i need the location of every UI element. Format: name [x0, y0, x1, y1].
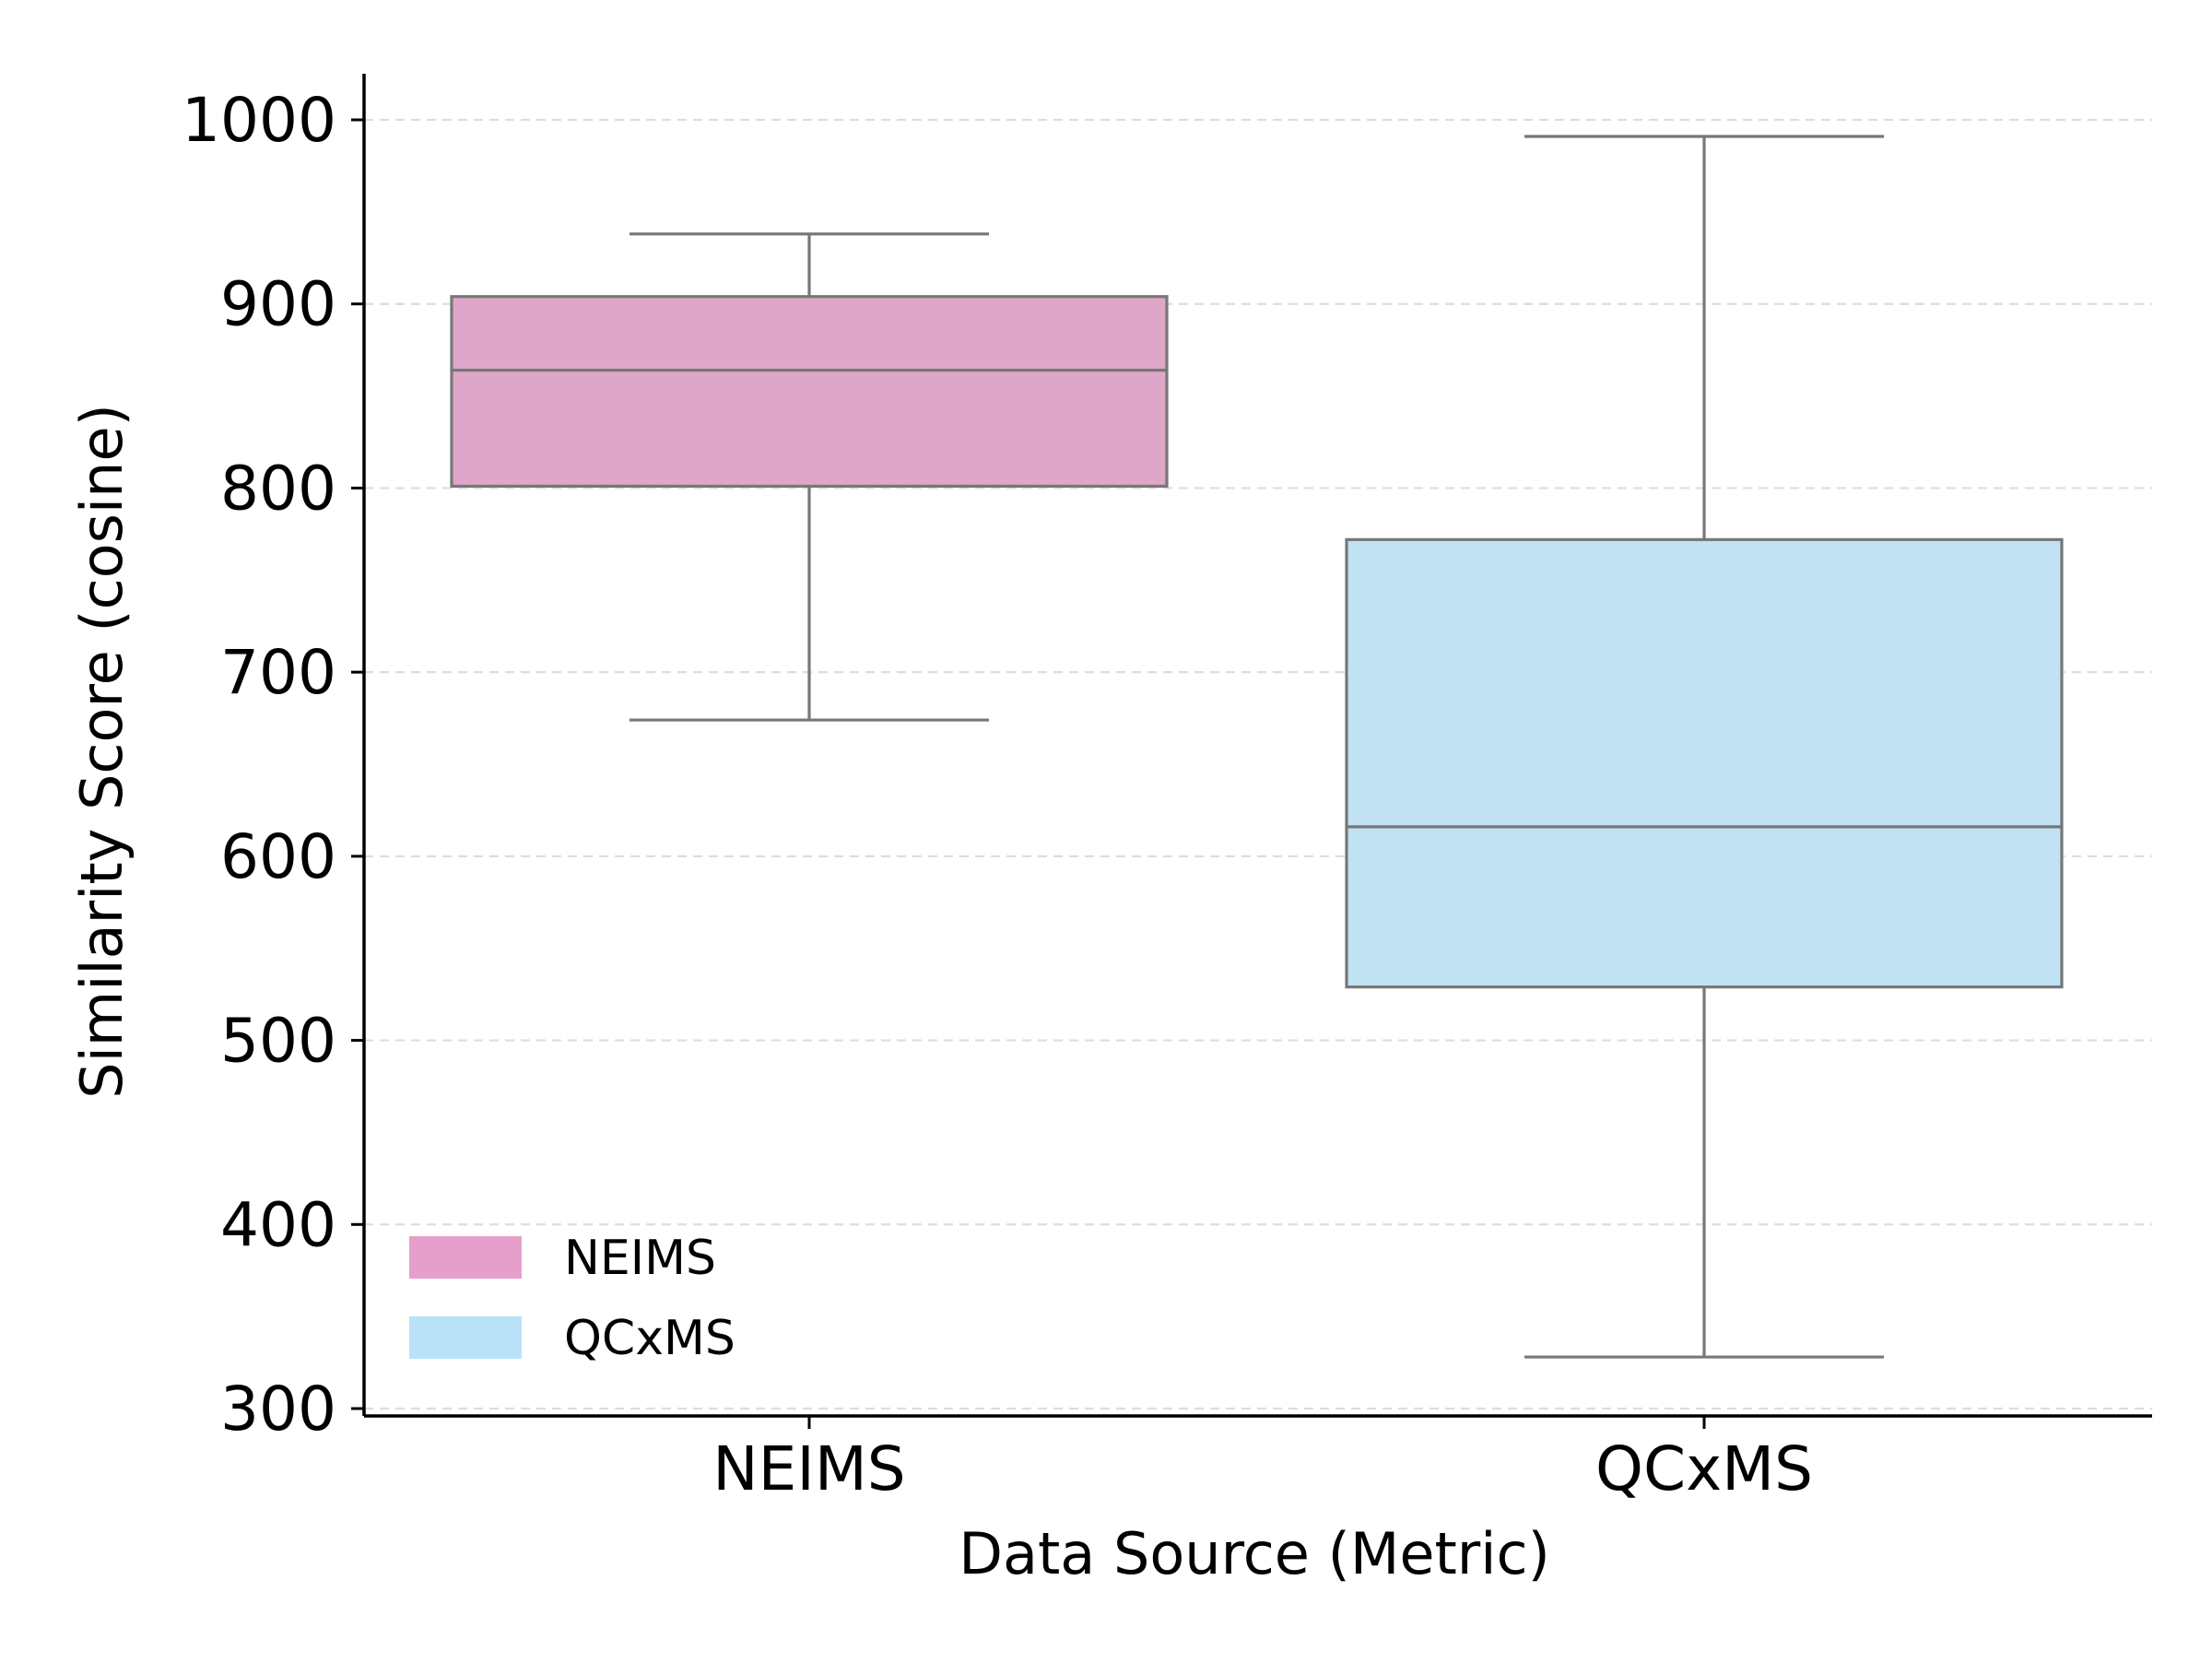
- box-plot-series: [450, 135, 2064, 1359]
- y-axis-label: Similarity Score (cosine): [68, 404, 135, 1099]
- y-tick-label: 300: [220, 1374, 336, 1445]
- x-tick-label: QCxMS: [1595, 1433, 1813, 1504]
- legend-swatch-neims: [409, 1236, 522, 1279]
- y-tick-label: 700: [220, 637, 336, 708]
- y-tick-label: 800: [220, 453, 336, 524]
- tick-labels: 300 400 500 600 700 800 900 1000 NEIMS QCxMS: [182, 85, 1813, 1504]
- box-group: [450, 232, 1169, 722]
- y-tick-label: 1000: [182, 85, 336, 156]
- y-tick-label: 400: [220, 1189, 336, 1260]
- legend-label-qcxms: QCxMS: [564, 1311, 735, 1366]
- box-body: [1345, 537, 2064, 989]
- legend-label-neims: NEIMS: [564, 1231, 716, 1286]
- y-tick-label: 600: [220, 821, 336, 892]
- box-body: [450, 295, 1169, 489]
- box-group: [1345, 135, 2064, 1359]
- x-tick-label: NEIMS: [712, 1433, 905, 1504]
- x-axis-label: Data Source (Metric): [959, 1520, 1550, 1587]
- axes: [362, 74, 2152, 1418]
- y-tick-label: 500: [220, 1006, 336, 1077]
- legend-swatch-qcxms: [409, 1316, 522, 1359]
- legend: NEIMS QCxMS: [409, 1231, 735, 1366]
- y-tick-label: 900: [220, 269, 336, 340]
